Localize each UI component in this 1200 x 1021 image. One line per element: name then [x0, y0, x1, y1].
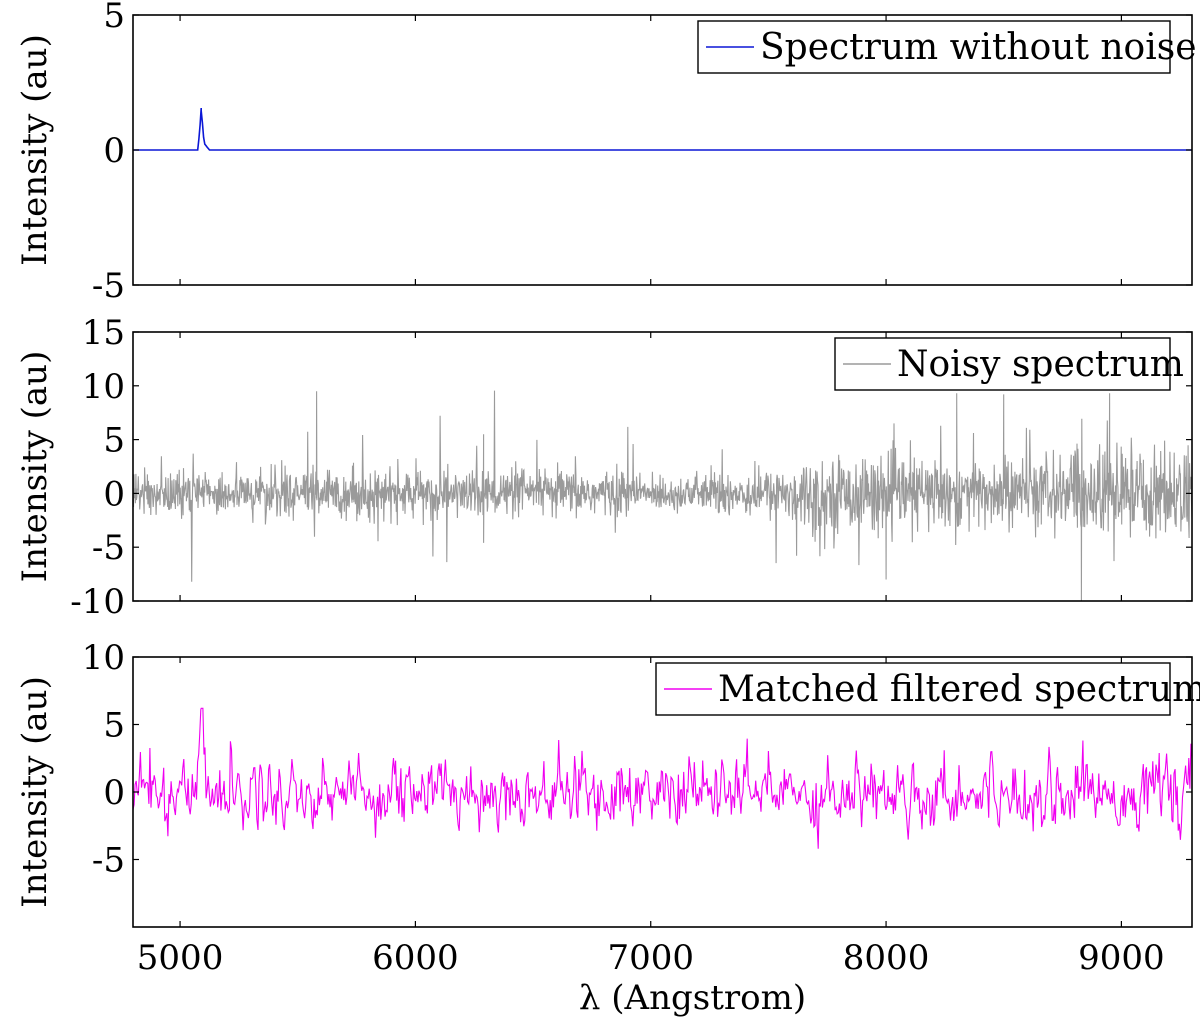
legend-1: Spectrum without noise — [697, 20, 1197, 74]
legend-box — [697, 20, 1171, 74]
series-line-1 — [133, 107, 1192, 151]
x-axis-title: λ (Angstrom) — [579, 978, 806, 1018]
legend-2: Noisy spectrum — [834, 337, 1184, 391]
y-tick-label: 0 — [103, 773, 125, 813]
y-tick-label: 0 — [103, 131, 125, 171]
y-axis-title: Intensity (au) — [15, 676, 55, 908]
y-tick-label: -10 — [70, 582, 125, 622]
legend-label: Noisy spectrum — [897, 344, 1184, 385]
y-tick-label: 5 — [103, 421, 125, 461]
series-line-3 — [133, 707, 1192, 849]
y-tick-label: 10 — [82, 638, 125, 678]
y-tick-label: 5 — [103, 0, 125, 36]
x-tick-label: 6000 — [372, 938, 459, 978]
legend-box — [655, 662, 1171, 716]
legend-3: Matched filtered spectrum — [655, 662, 1200, 716]
y-tick-label: -5 — [92, 841, 125, 881]
series-line-2 — [133, 390, 1192, 601]
plot-frame-2 — [132, 331, 1193, 602]
y-tick-label: -5 — [92, 266, 125, 306]
x-tick-label: 7000 — [607, 938, 694, 978]
x-tick-label: 8000 — [843, 938, 930, 978]
y-tick-label: 10 — [82, 367, 125, 407]
legend-label: Spectrum without noise — [760, 27, 1197, 68]
panel-2: 15 10 5 0 -5 -10 Intensity (au) Noisy spectrum — [15, 313, 1193, 622]
y-axis-title: Intensity (au) — [15, 351, 55, 583]
y-tick-label: -5 — [92, 528, 125, 568]
panel-3: 10 5 0 -5 5000 6000 7000 8000 9000 Intensity (au)… — [15, 638, 1200, 1018]
legend-label: Matched filtered spectrum — [718, 669, 1200, 710]
panel-1: 5 0 -5 Intensity (au) Spectrum without noise — [15, 0, 1197, 306]
y-axis-title: Intensity (au) — [15, 34, 55, 266]
y-tick-label: 0 — [103, 474, 125, 514]
x-tick-label: 5000 — [137, 938, 224, 978]
y-tick-label: 15 — [82, 313, 125, 353]
y-tick-label: 5 — [103, 706, 125, 746]
x-tick-label: 9000 — [1078, 938, 1165, 978]
